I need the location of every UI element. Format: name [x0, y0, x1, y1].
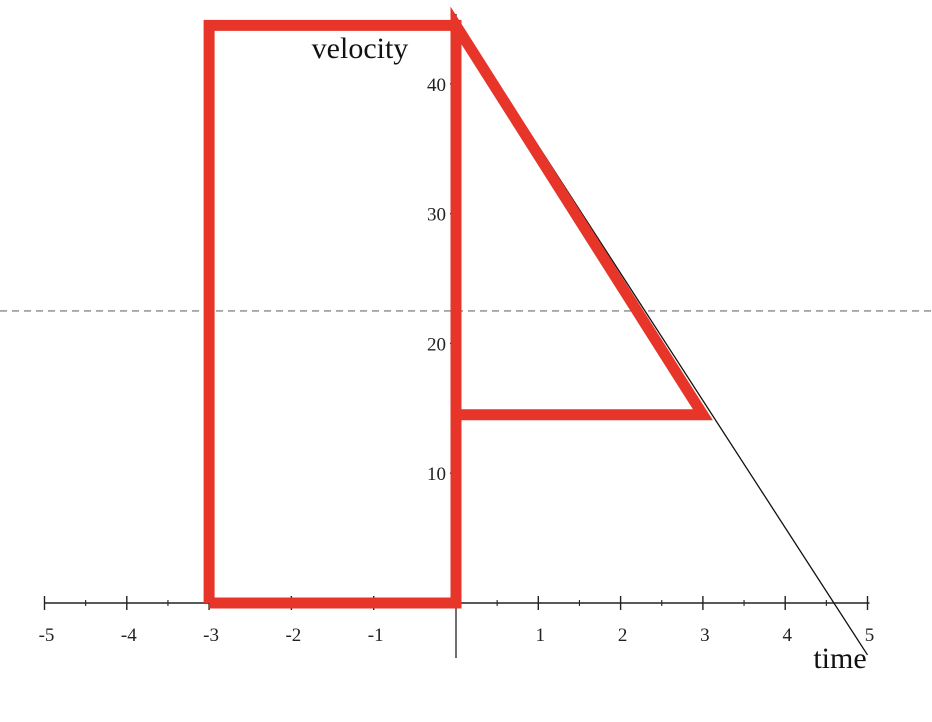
data-marks — [203, 6, 869, 656]
x-tick-label: 1 — [536, 625, 546, 646]
x-tick-label: 5 — [865, 625, 875, 646]
tick-marks: -5 -4 -3 -2 -1 1 2 3 4 5 10 20 30 40 — [39, 75, 875, 646]
x-tick-label: -2 — [285, 625, 301, 646]
x-tick-label: 4 — [782, 625, 792, 646]
x-tick-label: 2 — [618, 625, 628, 646]
y-tick-label: 20 — [427, 334, 446, 355]
red-shape-1 — [203, 19, 462, 609]
x-tick-label: 3 — [700, 625, 710, 646]
y-axis-title: velocity — [312, 32, 409, 65]
x-tick-label: -4 — [121, 625, 137, 646]
y-tick-label: 40 — [427, 75, 446, 96]
x-tick-label: -1 — [368, 625, 384, 646]
x-axis-title: time — [813, 642, 866, 675]
y-tick-label: 10 — [427, 464, 446, 485]
x-tick-label: -3 — [203, 625, 219, 646]
x-tick-label: -5 — [39, 625, 55, 646]
y-tick-label: 30 — [427, 205, 446, 226]
red-shape-2 — [450, 6, 713, 421]
